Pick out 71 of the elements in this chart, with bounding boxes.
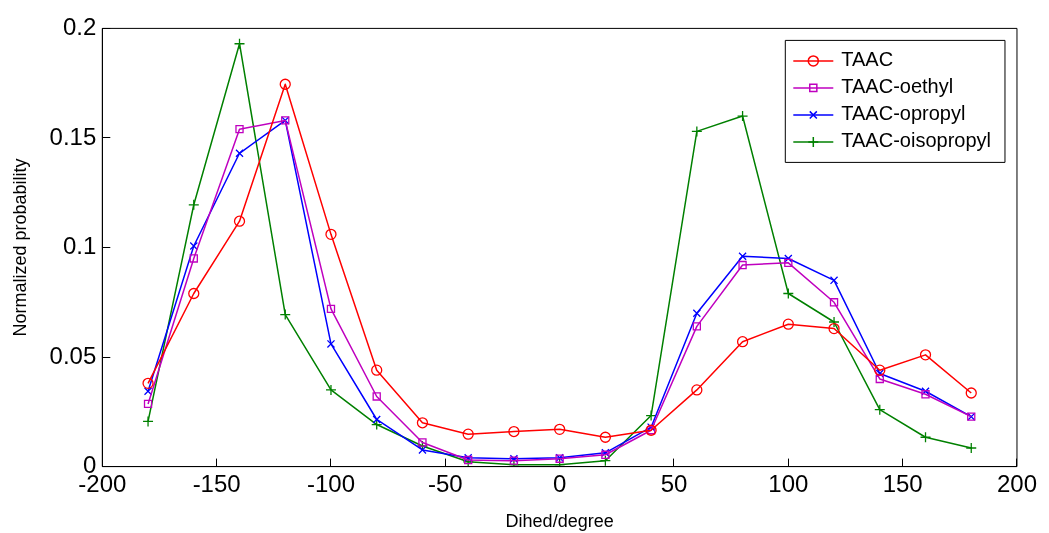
x-tick-label: 0 [552,469,567,497]
point [372,415,381,424]
point [325,384,337,396]
y-axis-title: Normalized probability [9,158,30,337]
point [599,431,612,443]
point [782,287,794,300]
point [371,364,383,376]
legend-label: TAAC-opropyl [841,102,966,125]
point [143,399,153,409]
x-tick-label: -100 [306,469,355,497]
y-tick-label: 0.1 [62,232,97,260]
legend-label: TAAC-oisopropyl [841,129,991,152]
point [235,149,244,158]
x-tick-label: 100 [768,469,809,497]
point [326,304,336,314]
legend-label: TAAC [841,48,894,71]
x-axis-title: Dihed/degree [505,511,614,532]
point [233,215,246,227]
point [279,78,291,90]
point [189,241,198,251]
point [189,254,198,263]
point [462,428,474,440]
point [691,384,703,396]
point [784,254,793,263]
point [738,260,747,270]
y-tick-label: 0.05 [49,341,97,369]
point [692,322,702,331]
point [875,374,884,384]
point [372,392,381,401]
point [325,228,337,240]
point [599,455,612,467]
point [326,339,336,349]
point [142,415,154,428]
point [645,409,657,422]
x-tick-label: -150 [192,469,241,497]
point [965,442,977,454]
x-tick-label: 50 [660,469,688,497]
point [142,377,154,389]
point [416,417,429,429]
point [965,387,977,399]
point [829,276,839,285]
point [736,110,749,122]
point [784,258,793,268]
point [235,125,244,134]
point [279,308,291,321]
point [738,252,747,261]
x-tick-label: -50 [427,469,463,497]
point [418,445,427,455]
point [233,38,246,50]
point [418,438,427,447]
x-tick-label: 150 [882,469,923,497]
point [692,309,702,318]
point [736,336,749,348]
y-tick-label: 0.15 [49,122,97,150]
point [828,316,840,328]
x-tick-label: 200 [996,469,1037,497]
point [508,425,520,438]
point [691,125,703,138]
point [874,403,886,416]
point [874,364,886,376]
point [188,287,200,300]
point [782,318,794,330]
point [828,322,840,335]
y-tick-label: 0.2 [62,13,97,41]
legend-label: TAAC-oethyl [841,75,954,98]
point [143,387,153,396]
point [829,298,839,307]
point [188,199,200,211]
point [554,423,566,435]
point [919,349,932,361]
point [919,431,932,443]
